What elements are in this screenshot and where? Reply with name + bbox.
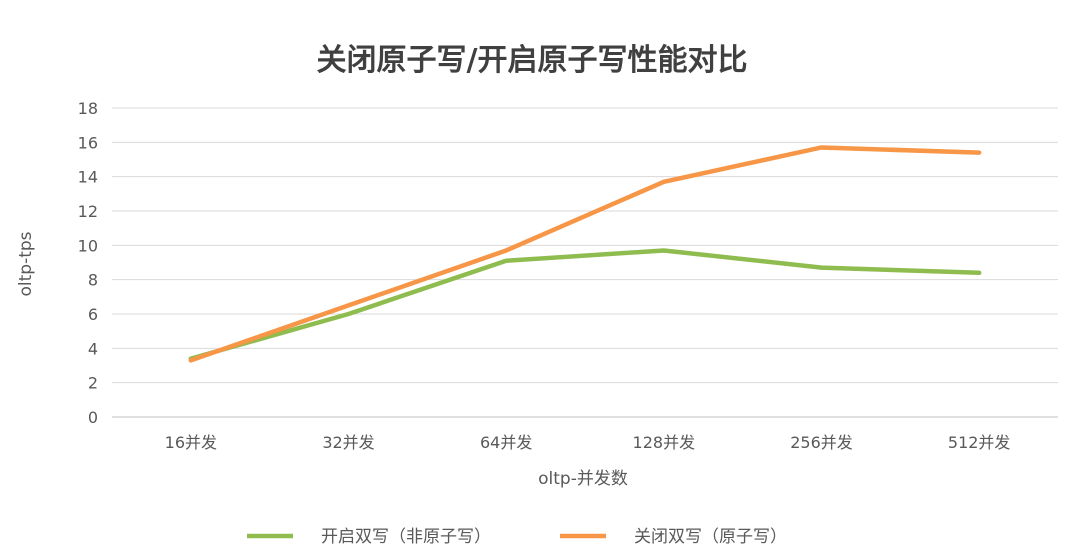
series-line-1	[188, 248, 982, 361]
legend: 开启双写（非原子写） 关闭双写（原子写）	[247, 527, 787, 547]
y-tick-label: 6	[88, 305, 98, 324]
legend-label: 关闭双写（原子写）	[634, 527, 787, 547]
y-tick-label: 0	[88, 408, 98, 427]
y-tick-label: 12	[78, 202, 98, 221]
series-lines	[188, 145, 982, 363]
y-axis-ticks: 0 2 4 6 8 10 12 14 16 18	[78, 99, 98, 427]
y-tick-label: 14	[78, 168, 98, 187]
x-axis-ticks: 16并发 32并发 64并发 128并发 256并发 512并发	[165, 433, 1011, 452]
legend-label: 开启双写（非原子写）	[321, 527, 491, 547]
y-tick-label: 18	[78, 99, 98, 118]
y-tick-label: 4	[88, 339, 98, 358]
y-axis-label: oltp-tps	[16, 231, 36, 296]
chart-title: 关闭原子写/开启原子写性能对比	[317, 43, 748, 78]
x-tick-label: 512并发	[948, 433, 1011, 452]
x-tick-label: 16并发	[165, 433, 217, 452]
x-tick-label: 32并发	[322, 433, 374, 452]
y-tick-label: 16	[78, 133, 98, 152]
y-tick-label: 2	[88, 374, 98, 393]
y-tick-label: 10	[78, 236, 98, 255]
x-axis-label: oltp-并发数	[538, 469, 628, 489]
y-tick-label: 8	[88, 271, 98, 290]
x-tick-label: 64并发	[480, 433, 532, 452]
x-tick-label: 128并发	[633, 433, 696, 452]
x-tick-label: 256并发	[790, 433, 853, 452]
series-line-2	[188, 145, 982, 363]
gridlines	[112, 107, 1058, 418]
